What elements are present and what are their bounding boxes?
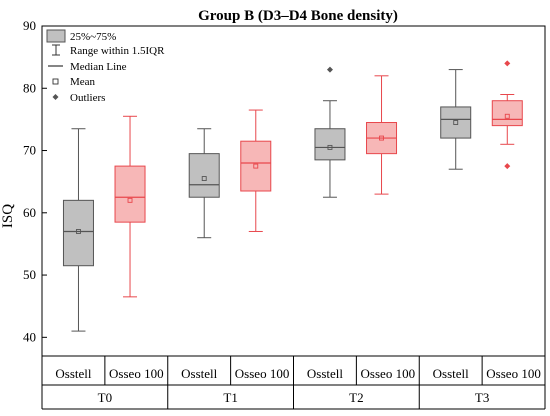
legend-range-label: Range within 1.5IQR <box>70 45 165 57</box>
legend-range-swatch <box>52 44 60 56</box>
box-t0-osstell <box>62 128 94 332</box>
legend-median-label: Median Line <box>70 61 127 73</box>
legend-box-swatch <box>46 29 66 43</box>
device-label: Osstell <box>307 366 344 381</box>
device-label: Osstell <box>433 366 470 381</box>
box-t2-osseo-100 <box>366 75 398 195</box>
iqr-box <box>114 165 146 223</box>
box-t1-osstell <box>188 128 220 239</box>
box-t0-osseo-100 <box>114 115 146 298</box>
iqr-box <box>491 100 523 127</box>
device-label: Osseo 100 <box>109 366 164 381</box>
outlier-point <box>504 60 511 67</box>
device-label: Osstell <box>55 366 92 381</box>
group-label: T1 <box>223 390 237 405</box>
mean-marker <box>253 163 259 169</box>
box-t3-osseo-100 <box>491 60 523 170</box>
y-tick-label: 40 <box>23 329 36 344</box>
y-axis-ticks: 40 50 60 70 80 90 <box>23 18 47 344</box>
device-label: Osseo 100 <box>235 366 290 381</box>
group-label: T3 <box>475 390 489 405</box>
box-series <box>62 60 523 332</box>
legend-outlier-label: Outliers <box>70 92 105 104</box>
mean-marker <box>453 120 459 125</box>
mean-marker <box>504 113 510 119</box>
iqr-box <box>188 153 220 198</box>
mean-marker <box>379 135 384 141</box>
mean-marker <box>127 197 133 203</box>
mean-marker <box>201 176 207 181</box>
mean-marker <box>76 229 81 234</box>
outlier-point <box>326 66 333 73</box>
y-axis-label: ISQ <box>0 204 16 228</box>
outlier-point <box>504 163 511 170</box>
group-label: T2 <box>349 390 363 405</box>
y-tick-label: 60 <box>23 205 36 220</box>
y-tick-label: 50 <box>23 267 36 282</box>
y-tick-label: 70 <box>23 143 36 158</box>
device-label: Osseo 100 <box>486 366 541 381</box>
device-label: Osseo 100 <box>361 366 416 381</box>
legend-mean-label: Mean <box>70 76 96 88</box>
y-tick-label: 90 <box>23 18 36 33</box>
box-t3-osstell <box>440 69 472 170</box>
group-label: T0 <box>98 390 112 405</box>
category-table: Osstell Osseo 100 T0 Osstell Osseo 100 T1 Osst… <box>41 356 546 410</box>
legend-box-label: 25%~75% <box>70 31 116 43</box>
iqr-box <box>440 106 472 139</box>
mean-marker <box>327 144 333 150</box>
legend-mean-swatch <box>52 78 59 85</box>
device-label: Osstell <box>181 366 218 381</box>
legend: 25%~75% Range within 1.5IQR Median Line … <box>46 29 165 104</box>
legend-outlier-swatch <box>52 94 59 100</box>
box-t1-osseo-100 <box>240 109 272 232</box>
y-tick-label: 80 <box>23 80 36 95</box>
chart-title: Group B (D3–D4 Bone density) <box>198 8 398 24</box>
iqr-box <box>240 140 272 192</box>
iqr-box <box>314 128 346 161</box>
box-t2-osstell <box>314 66 346 198</box>
